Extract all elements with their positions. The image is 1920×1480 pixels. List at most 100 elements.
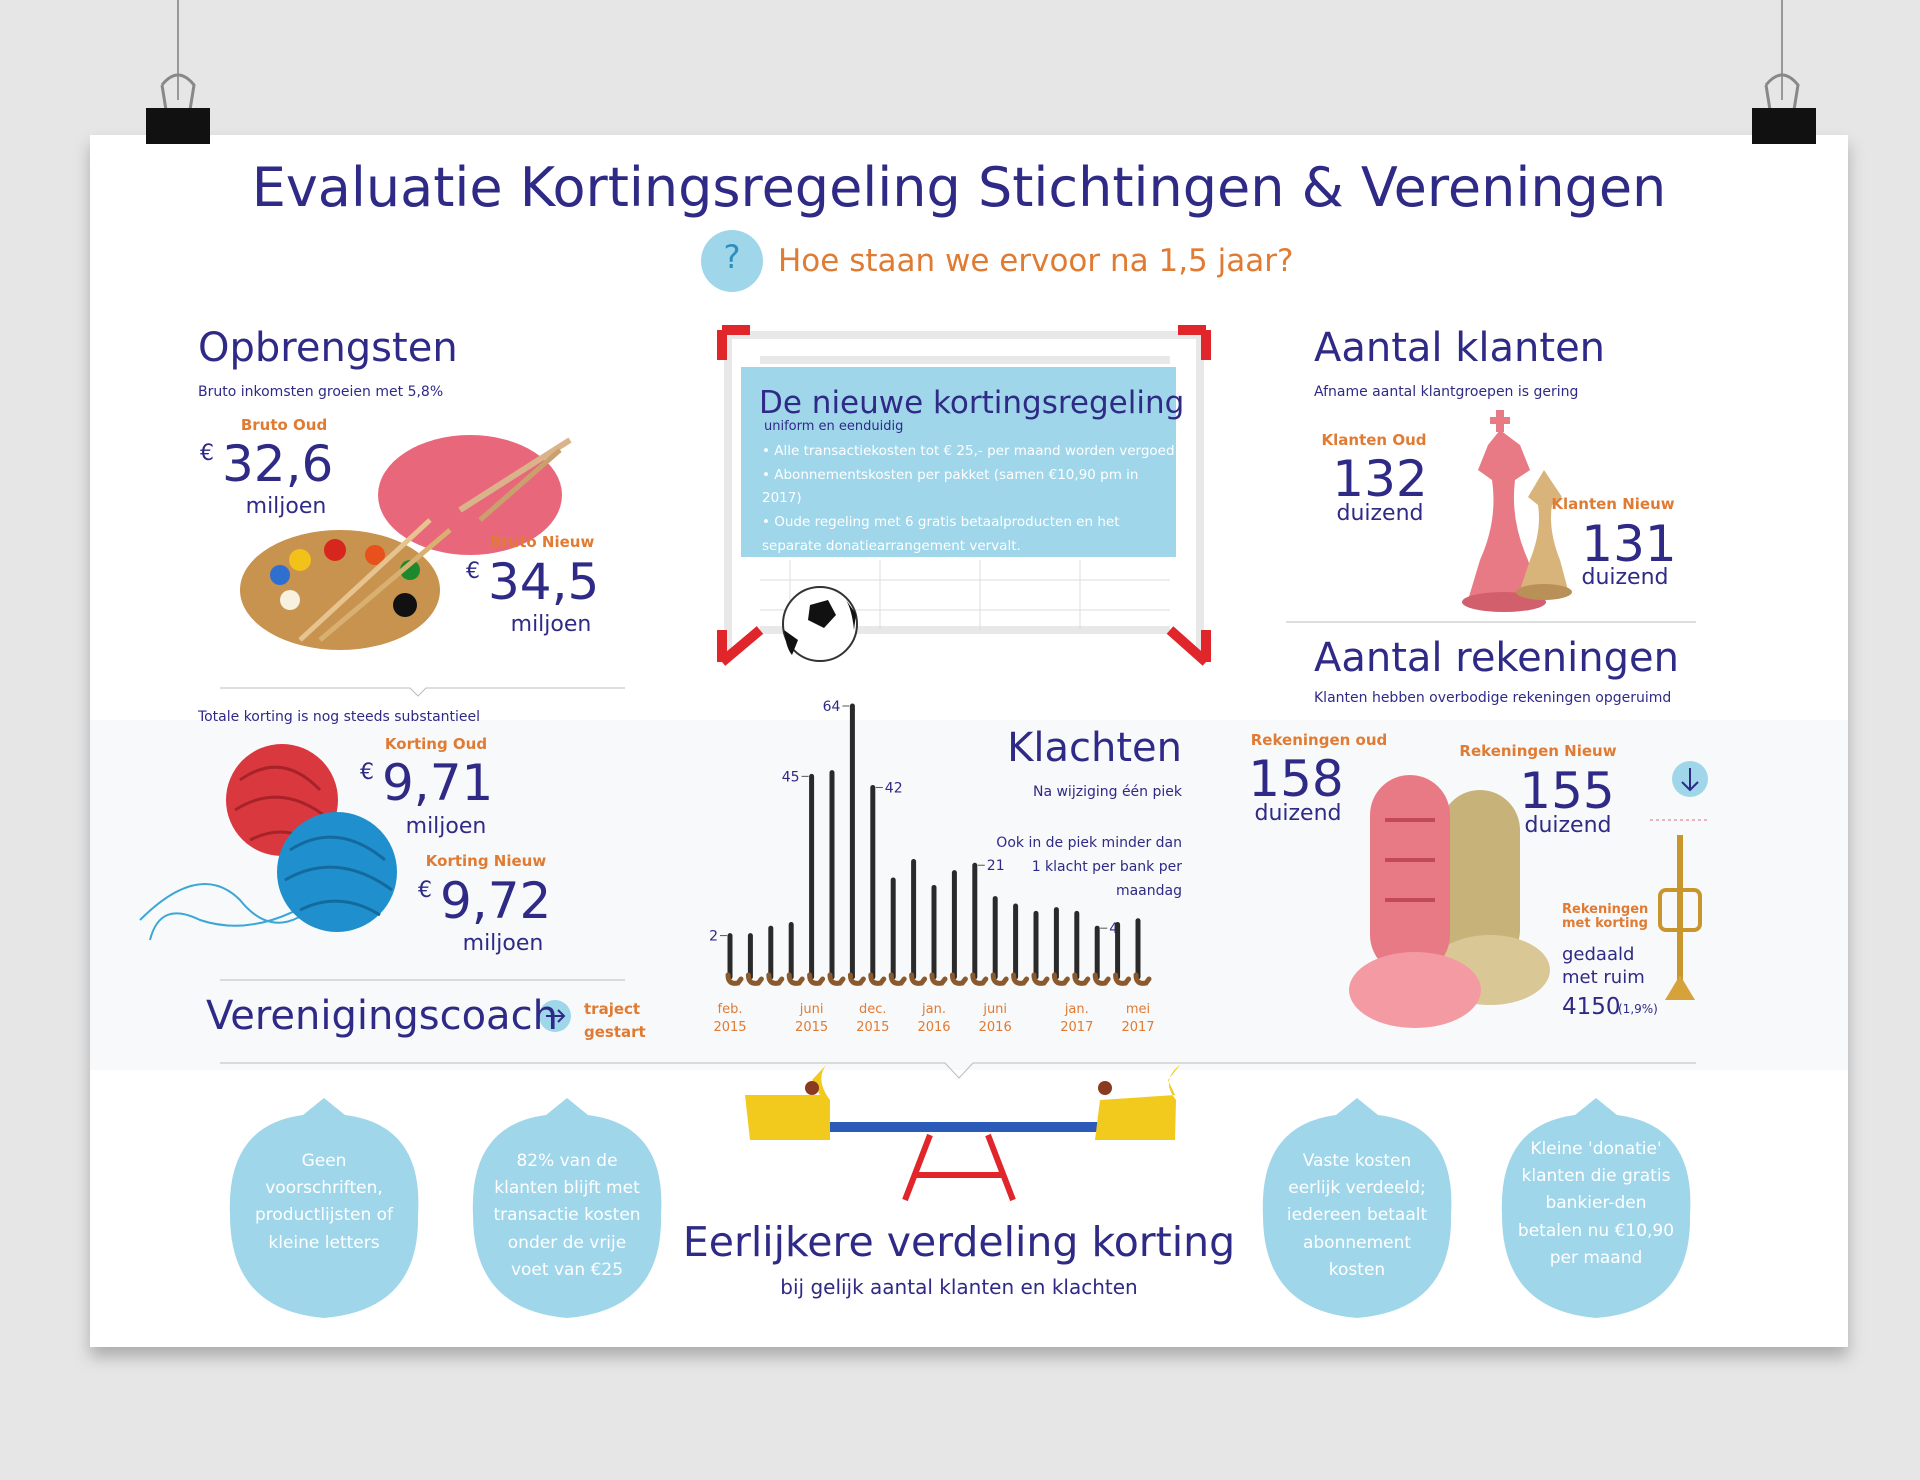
label: Rekeningen met korting xyxy=(1562,902,1649,932)
arrow xyxy=(546,1009,566,1023)
stick-blade xyxy=(847,972,866,986)
value: 132 xyxy=(1332,450,1428,508)
label: Korting Oud xyxy=(384,735,488,753)
section-subtitle: Bruto inkomsten groeien met 5,8% xyxy=(198,384,444,400)
unit: miljoen xyxy=(510,612,592,637)
x-tick-label: juni 2016 xyxy=(978,1002,1012,1035)
stick-blade xyxy=(1051,972,1070,986)
stick-blade xyxy=(1031,972,1050,986)
bubble-text: Geen voorschriften, productlijsten of kl… xyxy=(254,1151,394,1253)
seesaw-illustration xyxy=(745,1065,1180,1202)
status: traject gestart xyxy=(584,1000,646,1041)
unit: duizend xyxy=(1254,801,1342,826)
bullet: • Abonnementskosten per pakket (samen €1… xyxy=(762,466,1139,507)
unit: miljoen xyxy=(462,931,544,956)
text: gedaald met ruim xyxy=(1562,944,1645,989)
stick-blade xyxy=(929,972,948,986)
bullet: • Alle transactiekosten tot € 25,- per m… xyxy=(762,443,1175,459)
bubble-shape xyxy=(229,1098,419,1318)
down-arrow xyxy=(1681,768,1699,792)
stick-blade xyxy=(888,972,907,986)
x-tick-label: mei 2017 xyxy=(1121,1002,1155,1035)
palette-illustration xyxy=(240,435,572,650)
bubble-text: Vaste kosten eerlijk verdeeld; iedereen … xyxy=(1286,1151,1428,1280)
stick-blade xyxy=(868,972,887,986)
currency: € xyxy=(466,559,480,584)
question-mark: ? xyxy=(723,238,741,276)
chess-illustration xyxy=(1462,410,1572,612)
label: Rekeningen Nieuw xyxy=(1459,742,1617,760)
unit: duizend xyxy=(1336,501,1424,526)
value-label: 21 xyxy=(987,858,1005,874)
value: 131 xyxy=(1581,515,1677,573)
label: Korting Nieuw xyxy=(425,852,547,870)
bullet: • Oude regeling met 6 gratis betaalprodu… xyxy=(762,513,1120,554)
binder-clip xyxy=(1752,73,1816,144)
banner-bullets: • Alle transactiekosten tot € 25,- per m… xyxy=(762,440,1182,558)
value: 9,72 xyxy=(440,872,552,930)
label: Klanten Oud xyxy=(1321,431,1427,449)
goal-illustration xyxy=(717,325,1211,666)
chart-note: Ook in de piek minder dan 1 klacht per b… xyxy=(996,835,1182,899)
value: 32,6 xyxy=(222,435,334,493)
question-bubble xyxy=(701,230,763,292)
x-tick-label: jan. 2017 xyxy=(1060,1002,1094,1035)
x-tick-label: feb. 2015 xyxy=(713,1002,747,1035)
banner-title: De nieuwe kortingsregeling xyxy=(759,385,1185,421)
x-tick-label: juni 2015 xyxy=(795,1002,829,1035)
tuba-illustration xyxy=(1349,775,1550,1028)
stick-blade xyxy=(1133,972,1152,986)
section-title: Opbrengsten xyxy=(198,325,458,371)
unit: miljoen xyxy=(245,494,327,519)
title: Evaluatie Kortingsregeling Stichtingen &… xyxy=(251,156,1667,219)
stick-blade xyxy=(1113,972,1132,986)
section-title: Verenigingscoach xyxy=(206,993,558,1039)
value: 4150 xyxy=(1562,994,1621,1020)
x-tick-label: dec. 2015 xyxy=(856,1002,890,1035)
stick-blade xyxy=(807,972,826,986)
unit: duizend xyxy=(1581,565,1669,590)
currency: € xyxy=(200,441,214,466)
label: Klanten Nieuw xyxy=(1551,495,1675,513)
stick-blade xyxy=(949,972,968,986)
bubble-text: Kleine 'donatie' klanten die gratis bank… xyxy=(1517,1139,1675,1268)
percentage: (1,9%) xyxy=(1618,1002,1658,1016)
section-subtitle: Totale korting is nog steeds substantiee… xyxy=(197,709,481,725)
value-label: 45 xyxy=(782,769,800,785)
x-tick-label: jan. 2016 xyxy=(917,1002,951,1035)
binder-clip xyxy=(146,73,210,144)
bubble-text: 82% van de klanten blijft met transactie… xyxy=(493,1151,641,1280)
value-label: 4 xyxy=(1109,921,1118,937)
value-label: 64 xyxy=(823,699,841,715)
divider xyxy=(220,687,625,697)
stick-blade xyxy=(1011,972,1030,986)
divider xyxy=(220,1062,1696,1079)
value-label: 2 xyxy=(709,929,718,945)
label: Rekeningen oud xyxy=(1250,731,1388,749)
value: 9,71 xyxy=(382,754,494,812)
value: 34,5 xyxy=(488,553,600,611)
value-label: 42 xyxy=(885,780,903,796)
stick-blade xyxy=(725,972,744,986)
stick-blade xyxy=(909,972,928,986)
label: Bruto Nieuw xyxy=(489,533,595,551)
unit: miljoen xyxy=(405,814,487,839)
label: Bruto Oud xyxy=(240,416,328,434)
section-subtitle: Klanten hebben overbodige rekeningen opg… xyxy=(1314,690,1672,706)
chart-subtitle: Na wijziging één piek xyxy=(1032,784,1182,800)
yarn-illustration xyxy=(139,744,397,941)
stick-blade xyxy=(766,972,785,986)
stick-blade xyxy=(827,972,846,986)
stick-blade xyxy=(745,972,764,986)
stick-blade xyxy=(1072,972,1091,986)
complaints-chart: 2 45 64 42 21 4 xyxy=(709,699,1152,986)
value: 155 xyxy=(1519,762,1615,820)
value: 158 xyxy=(1248,750,1344,808)
currency: € xyxy=(418,878,432,903)
currency: € xyxy=(360,760,374,785)
banner-subtitle: uniform en eenduidig xyxy=(764,419,904,434)
chart-title: Klachten xyxy=(1007,725,1182,771)
section-title: Aantal rekeningen xyxy=(1314,635,1679,681)
